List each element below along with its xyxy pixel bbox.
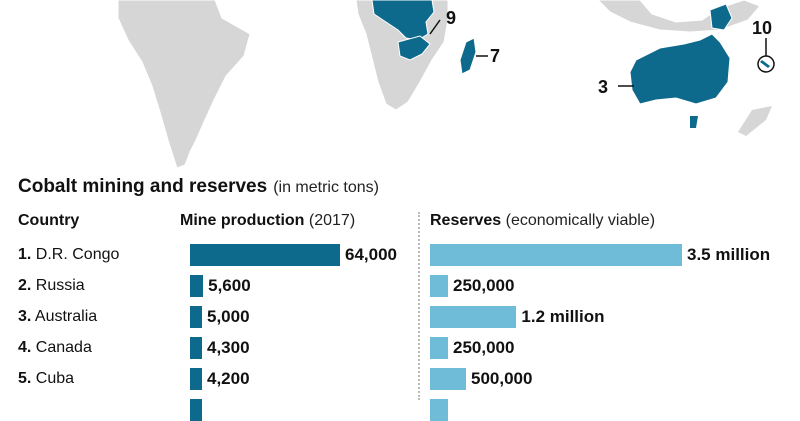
column-divider xyxy=(418,212,420,400)
reserves-value-label: 250,000 xyxy=(453,276,515,295)
south-america-shape xyxy=(117,0,251,168)
reserves-bar xyxy=(430,337,448,359)
chart-title: Cobalt mining and reserves xyxy=(18,176,268,197)
country-label: 1. D.R. Congo xyxy=(18,246,119,264)
production-value-label: 5,000 xyxy=(207,307,250,326)
chart-title-row: Cobalt mining and reserves (in metric ton… xyxy=(18,176,379,198)
map-label-10: 10 xyxy=(752,18,772,38)
world-map: 9 7 10 3 xyxy=(117,0,775,168)
country-name: Cuba xyxy=(31,370,75,387)
production-bar xyxy=(190,368,202,390)
production-bar xyxy=(190,337,202,359)
country-name: Australia xyxy=(31,308,98,325)
map-label-9: 9 xyxy=(446,8,456,28)
reserves-value-label: 500,000 xyxy=(471,369,533,388)
production-value-label: 64,000 xyxy=(345,245,397,264)
map-label-7: 7 xyxy=(490,46,500,66)
map-label-3: 3 xyxy=(598,77,608,97)
country-name: D.R. Congo xyxy=(31,246,120,263)
country-name: Russia xyxy=(31,277,85,294)
reserves-bar xyxy=(430,306,517,328)
papua-highlight xyxy=(709,3,733,31)
tasmania-shape xyxy=(690,116,698,128)
country-column-header: Country xyxy=(18,212,80,229)
country-rank: 2. xyxy=(18,277,32,294)
country-label: 5. Cuba xyxy=(18,370,74,388)
reserves-column-header: Reserves (economically viable) xyxy=(430,212,656,229)
reserves-bar xyxy=(430,368,466,390)
production-value-label: 5,600 xyxy=(208,276,251,295)
reserves-value-label: 250,000 xyxy=(453,338,515,357)
madagascar-highlight xyxy=(459,37,477,75)
country-label: 4. Canada xyxy=(18,339,92,357)
bar-rows: 1. D.R. Congo 64,000 3.5 million 2. Russia 5… xyxy=(18,244,771,421)
country-rank: 4. xyxy=(18,339,32,356)
chart-subtitle: (in metric tons) xyxy=(273,179,379,196)
production-bar xyxy=(190,399,202,421)
australia-highlight xyxy=(629,33,731,105)
zambia-highlight xyxy=(397,35,431,61)
leader-9 xyxy=(429,19,441,35)
production-bar xyxy=(190,244,340,266)
production-column-header: Mine production (2017) xyxy=(180,212,356,229)
reserves-value-label: 1.2 million xyxy=(521,307,605,326)
reserves-bar xyxy=(430,275,448,297)
production-bar xyxy=(190,275,204,297)
production-bar xyxy=(190,306,202,328)
country-rank: 3. xyxy=(18,308,32,325)
reserves-value-label: 3.5 million xyxy=(687,245,771,264)
country-label: 3. Australia xyxy=(18,308,97,326)
production-value-label: 4,300 xyxy=(207,338,250,357)
reserves-bar xyxy=(430,244,682,266)
reserves-bar xyxy=(430,399,448,421)
country-name: Canada xyxy=(31,339,92,356)
country-rank: 5. xyxy=(18,370,32,387)
production-value-label: 4,200 xyxy=(207,369,250,388)
new-zealand-shape xyxy=(738,106,772,136)
country-label: 2. Russia xyxy=(18,277,85,295)
new-caledonia-shape xyxy=(760,60,770,68)
country-rank: 1. xyxy=(18,246,32,263)
